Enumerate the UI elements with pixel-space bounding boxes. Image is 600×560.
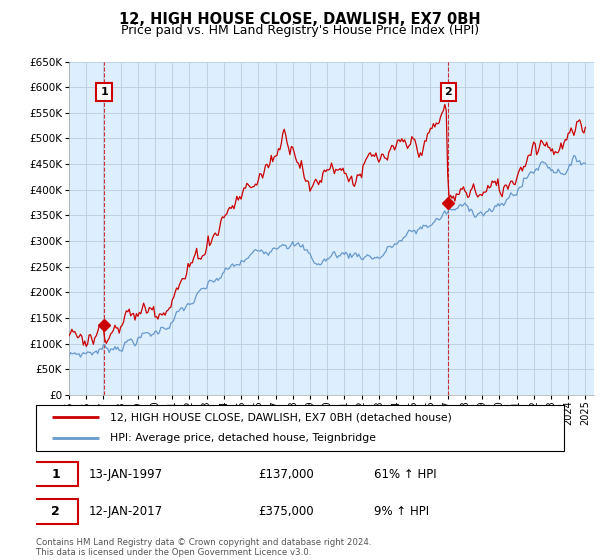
- FancyBboxPatch shape: [34, 462, 78, 487]
- Text: 12, HIGH HOUSE CLOSE, DAWLISH, EX7 0BH: 12, HIGH HOUSE CLOSE, DAWLISH, EX7 0BH: [119, 12, 481, 27]
- Text: 9% ↑ HPI: 9% ↑ HPI: [374, 505, 429, 518]
- Text: 61% ↑ HPI: 61% ↑ HPI: [374, 468, 437, 481]
- Text: 12, HIGH HOUSE CLOSE, DAWLISH, EX7 0BH (detached house): 12, HIGH HOUSE CLOSE, DAWLISH, EX7 0BH (…: [110, 412, 452, 422]
- Text: £137,000: £137,000: [258, 468, 314, 481]
- FancyBboxPatch shape: [36, 405, 564, 451]
- Text: 13-JAN-1997: 13-JAN-1997: [89, 468, 163, 481]
- Text: Price paid vs. HM Land Registry's House Price Index (HPI): Price paid vs. HM Land Registry's House …: [121, 24, 479, 36]
- Text: 12-JAN-2017: 12-JAN-2017: [89, 505, 163, 518]
- Text: 1: 1: [100, 87, 108, 97]
- FancyBboxPatch shape: [34, 500, 78, 524]
- Text: £375,000: £375,000: [258, 505, 313, 518]
- Text: Contains HM Land Registry data © Crown copyright and database right 2024.
This d: Contains HM Land Registry data © Crown c…: [36, 538, 371, 557]
- Text: HPI: Average price, detached house, Teignbridge: HPI: Average price, detached house, Teig…: [110, 433, 376, 444]
- Text: 1: 1: [52, 468, 60, 481]
- Text: 2: 2: [52, 505, 60, 518]
- Text: 2: 2: [445, 87, 452, 97]
